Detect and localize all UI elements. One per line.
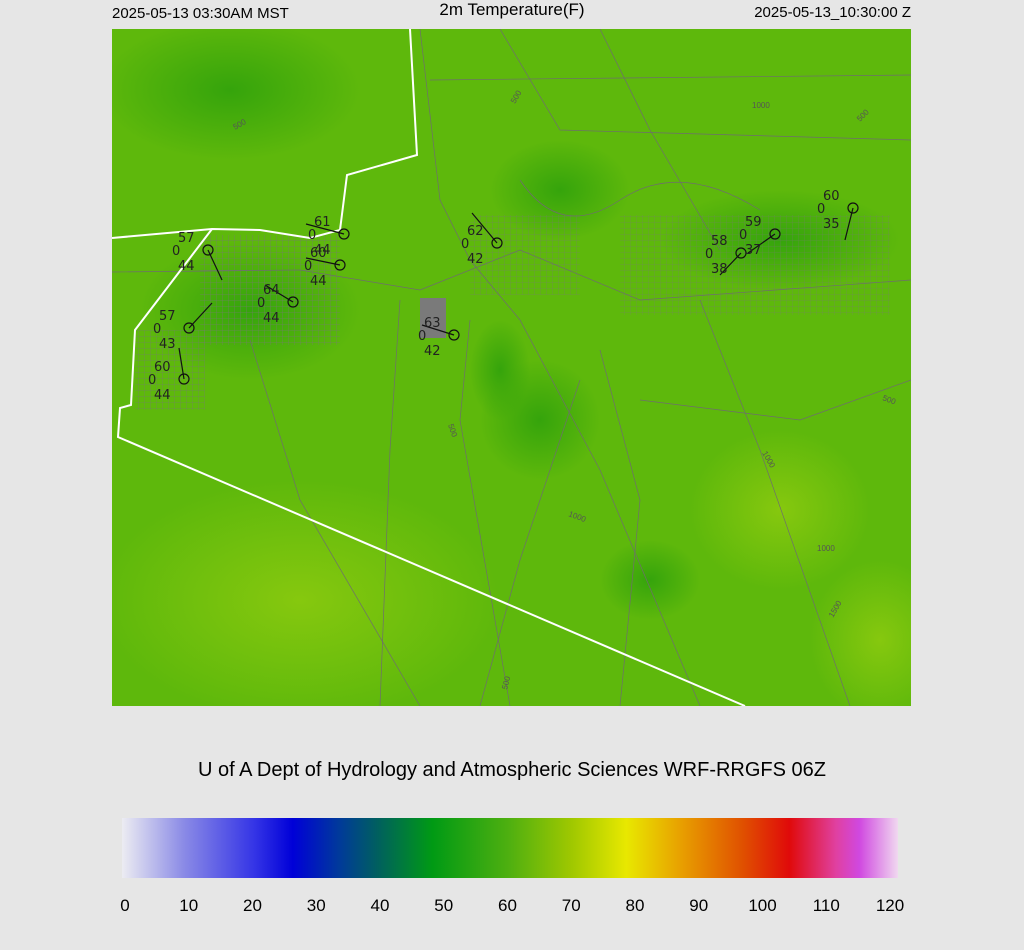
temperature: 60 <box>823 189 840 204</box>
pressure: 0 <box>153 322 161 337</box>
tick-label: 60 <box>498 896 517 915</box>
pressure: 0 <box>418 329 426 344</box>
dewpoint: 44 <box>154 388 171 403</box>
contour-label: 1000 <box>752 101 770 110</box>
contour-label: 500 <box>446 423 459 439</box>
dewpoint: 42 <box>424 344 441 359</box>
temperature: 64 <box>263 283 280 298</box>
tick-label: 20 <box>243 896 262 915</box>
temperature: 61 <box>314 215 331 230</box>
wind-barb <box>305 257 341 266</box>
dewpoint: 44 <box>310 274 327 289</box>
pressure: 0 <box>705 247 713 262</box>
tick-label: 30 <box>307 896 326 915</box>
local-time: 2025-05-13 03:30AM MST <box>112 5 289 22</box>
pressure: 0 <box>304 259 312 274</box>
station <box>183 322 195 334</box>
colorbar <box>122 818 898 878</box>
dewpoint: 43 <box>159 337 176 352</box>
credit: U of A Dept of Hydrology and Atmospheric… <box>198 759 826 781</box>
dewpoint: 44 <box>314 243 331 258</box>
pressure: 0 <box>172 244 180 259</box>
wind-barb <box>305 223 345 235</box>
tick-label: 40 <box>371 896 390 915</box>
temperature: 59 <box>745 215 762 230</box>
contour-label: 1000 <box>817 544 835 553</box>
pressure: 0 <box>308 228 316 243</box>
pressure: 0 <box>739 228 747 243</box>
wind-barb <box>471 212 498 244</box>
dewpoint: 37 <box>745 243 762 258</box>
tick-label: 90 <box>689 896 708 915</box>
tick-label: 70 <box>562 896 581 915</box>
station <box>338 228 350 240</box>
dewpoint: 44 <box>263 311 280 326</box>
tick-label: 80 <box>626 896 645 915</box>
utc-time: 2025-05-13_10:30:00 Z <box>754 4 911 21</box>
map <box>112 29 911 706</box>
station <box>847 202 859 214</box>
station <box>735 247 747 259</box>
temperature: 60 <box>154 360 171 375</box>
tick-label: 120 <box>876 896 904 915</box>
temperature: 62 <box>467 224 484 239</box>
pressure: 0 <box>461 237 469 252</box>
dewpoint: 42 <box>467 252 484 267</box>
temperature: 57 <box>159 309 176 324</box>
tick-label: 110 <box>813 896 840 915</box>
station <box>334 259 346 271</box>
dewpoint: 35 <box>823 217 840 232</box>
station <box>448 329 460 341</box>
station <box>287 296 299 308</box>
station <box>491 237 503 249</box>
wind-barb <box>188 302 213 329</box>
pressure: 0 <box>148 373 156 388</box>
tick-label: 100 <box>748 896 776 915</box>
dewpoint: 44 <box>178 259 195 274</box>
temperature: 57 <box>178 231 195 246</box>
station <box>202 244 214 256</box>
contour-label: 500 <box>500 675 512 691</box>
station <box>769 228 781 240</box>
temperature: 63 <box>424 316 441 331</box>
pressure: 0 <box>817 202 825 217</box>
contour-label: 500 <box>881 393 897 406</box>
temperature: 60 <box>310 246 327 261</box>
pressure: 0 <box>257 296 265 311</box>
station <box>178 373 190 385</box>
tick-label: 0 <box>120 896 129 915</box>
tick-label: 50 <box>434 896 453 915</box>
dewpoint: 38 <box>711 262 728 277</box>
tick-label: 10 <box>179 896 198 915</box>
title: 2m Temperature(F) <box>439 0 584 19</box>
temperature: 58 <box>711 234 728 249</box>
